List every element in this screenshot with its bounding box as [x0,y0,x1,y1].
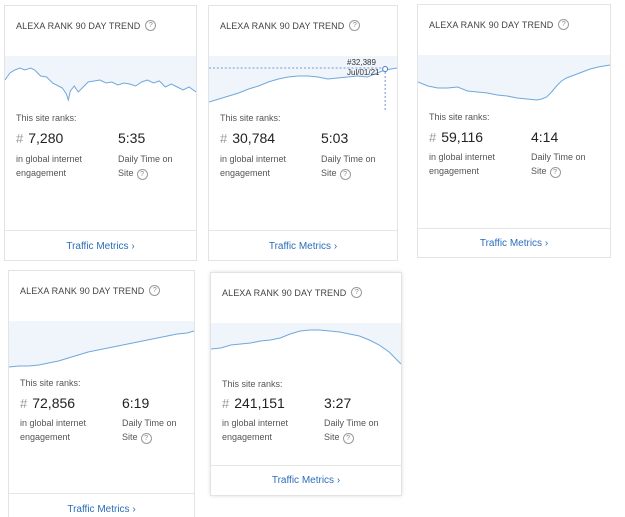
daily-time-caption: Daily Time on Site? [531,150,601,178]
daily-time-caption: Daily Time on Site? [321,152,391,180]
trend-panel [211,323,401,463]
trend-chart [418,64,610,198]
question-circle-icon[interactable]: ? [558,19,570,30]
global-rank-value: 7,280 [28,130,64,146]
question-circle-icon[interactable]: ? [149,285,161,296]
alexa-card-1: ALEXA RANK 90 DAY TREND ? This site rank… [4,5,197,261]
traffic-metrics-link[interactable]: Traffic Metrics › [479,238,549,249]
card-title: ALEXA RANK 90 DAY TREND ? [20,285,161,296]
hash-icon: # [220,131,228,146]
rank-caption: in global internet engagement [222,418,289,442]
rank-caption: in global internet engagement [429,152,496,176]
trend-panel [5,56,196,206]
daily-time-caption: Daily Time on Site? [324,416,394,444]
card-title: ALEXA RANK 90 DAY TREND ? [16,20,157,31]
daily-time-caption-text: Daily Time on Site [118,154,173,178]
global-rank: #7,280 [16,130,63,146]
ranks-label: This site ranks: [222,379,283,389]
traffic-metrics-link[interactable]: Traffic Metrics › [268,241,338,252]
daily-time-caption-text: Daily Time on Site [321,154,376,178]
daily-time-value: 3:27 [324,395,352,411]
daily-time-caption: Daily Time on Site? [118,152,188,180]
daily-time-caption-text: Daily Time on Site [122,418,177,442]
alexa-card-5: ALEXA RANK 90 DAY TREND ? This site rank… [210,272,402,496]
global-rank: #59,116 [429,129,483,145]
ranks-label: This site ranks: [429,112,490,122]
hash-icon: # [16,131,24,146]
tooltip-value: #32,389 [347,58,376,67]
question-circle-icon[interactable]: ? [140,433,152,444]
card-title: ALEXA RANK 90 DAY TREND ? [220,20,361,31]
trend-chart [211,329,401,463]
divider [418,228,610,229]
daily-time-caption-text: Daily Time on Site [531,152,586,176]
hash-icon: # [20,396,28,411]
rank-caption: in global internet engagement [16,154,83,178]
divider [211,465,401,466]
global-rank-value: 59,116 [441,129,484,145]
global-rank: #72,856 [20,395,75,411]
card-title: ALEXA RANK 90 DAY TREND ? [222,287,363,298]
alexa-card-2: ALEXA RANK 90 DAY TREND ? #32,389 Jul/01… [208,5,398,261]
daily-time-caption-text: Daily Time on Site [324,418,379,442]
daily-time-value: 5:35 [118,130,146,146]
hash-icon: # [222,396,230,411]
traffic-metrics-link[interactable]: Traffic Metrics › [66,241,135,252]
trend-chart [5,67,196,206]
daily-time-caption: Daily Time on Site? [122,416,192,444]
question-circle-icon[interactable]: ? [342,433,354,444]
rank-caption: in global internet engagement [20,418,87,442]
card-title: ALEXA RANK 90 DAY TREND ? [429,19,570,30]
global-rank: #30,784 [220,130,275,146]
alexa-card-3: ALEXA RANK 90 DAY TREND ? This site rank… [417,4,611,258]
chart-tooltip: #32,389 Jul/01/21 [347,58,379,78]
ranks-label: This site ranks: [20,378,81,388]
traffic-metrics-link[interactable]: Traffic Metrics › [271,475,341,486]
tooltip-date: Jul/01/21 [347,68,380,77]
traffic-metrics-link[interactable]: Traffic Metrics › [67,504,136,515]
question-circle-icon[interactable]: ? [339,169,351,180]
global-rank-value: 72,856 [32,395,76,411]
ranks-label: This site ranks: [16,113,77,123]
question-circle-icon[interactable]: ? [351,287,363,298]
daily-time-value: 5:03 [321,130,349,146]
divider [9,493,194,494]
trend-chart [9,330,194,464]
card-title-text: ALEXA RANK 90 DAY TREND [220,20,345,31]
question-circle-icon[interactable]: ? [145,20,157,31]
divider [209,230,397,231]
card-title-text: ALEXA RANK 90 DAY TREND [16,20,141,31]
global-rank-value: 30,784 [232,130,276,146]
card-title-text: ALEXA RANK 90 DAY TREND [222,287,347,298]
global-rank-value: 241,151 [234,395,285,411]
card-title-text: ALEXA RANK 90 DAY TREND [20,285,145,296]
alexa-card-4: ALEXA RANK 90 DAY TREND ? This site rank… [8,270,195,517]
divider [5,230,196,231]
global-rank: #241,151 [222,395,285,411]
hash-icon: # [429,130,437,145]
question-circle-icon[interactable]: ? [549,167,561,178]
ranks-label: This site ranks: [220,113,281,123]
trend-panel [418,55,610,198]
question-circle-icon[interactable]: ? [136,169,148,180]
rank-caption: in global internet engagement [220,154,287,178]
trend-panel [9,321,194,464]
daily-time-value: 4:14 [531,129,559,145]
daily-time-value: 6:19 [122,395,150,411]
card-title-text: ALEXA RANK 90 DAY TREND [429,19,554,30]
question-circle-icon[interactable]: ? [349,20,361,31]
